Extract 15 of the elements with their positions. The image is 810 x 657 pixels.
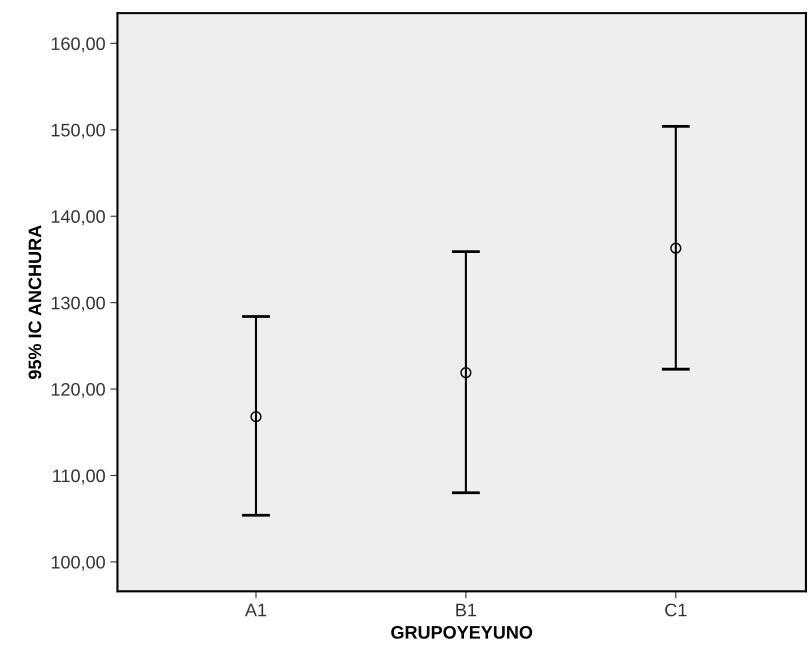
point: [460, 367, 472, 378]
x-tick-label: B1: [456, 604, 476, 616]
y-tick-label: 140,00: [52, 210, 105, 226]
y-tick-label: 110,00: [53, 469, 105, 484]
y-tick-label: 160,00: [52, 37, 105, 52]
point: [250, 411, 262, 422]
y-axis-title: 95% IC ANCHURA: [28, 225, 42, 380]
x-tick-label: A1: [244, 604, 266, 616]
x-tick-label: C1: [665, 604, 686, 616]
y-tick-label: 100,00: [52, 556, 105, 571]
y-tick-label: 130,00: [52, 296, 105, 312]
y-tick-label: 120,00: [52, 383, 105, 398]
y-tick-label: 150,00: [52, 124, 105, 139]
point: [670, 242, 682, 254]
x-axis-title: GRUPOYEYUNO: [391, 626, 532, 639]
